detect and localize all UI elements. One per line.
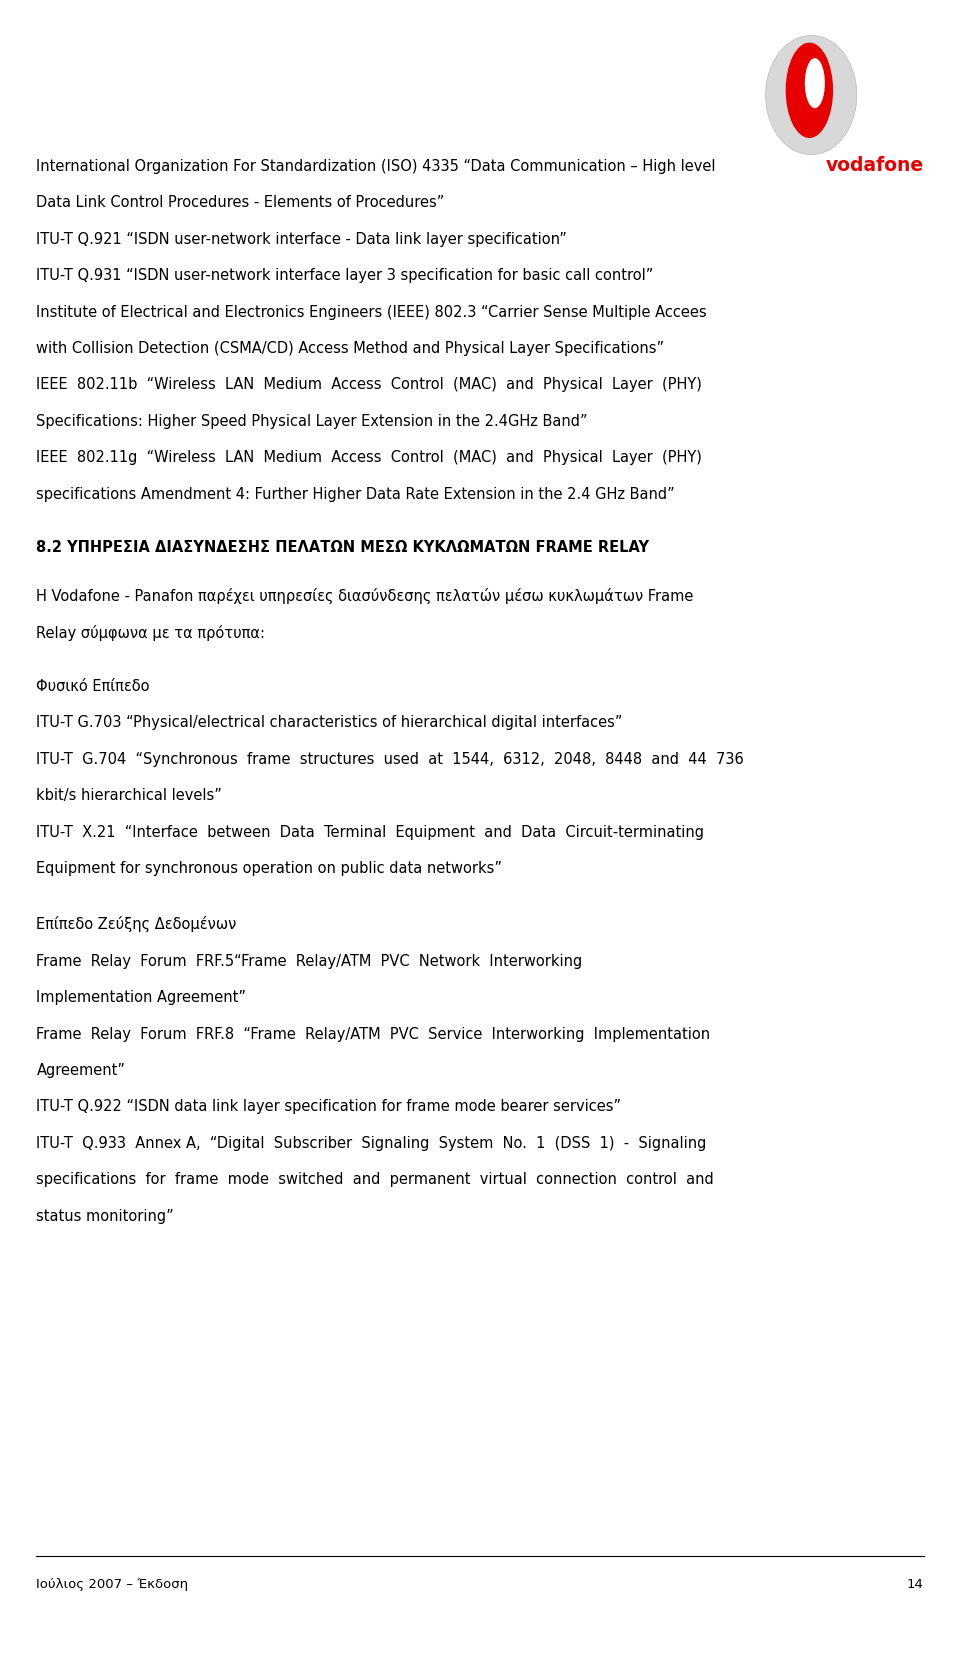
Text: Ιούλιος 2007 – Έκδοση: Ιούλιος 2007 – Έκδοση xyxy=(36,1577,188,1590)
Text: Specifications: Higher Speed Physical Layer Extension in the 2.4GHz Band”: Specifications: Higher Speed Physical La… xyxy=(36,414,588,429)
Text: IEEE  802.11b  “Wireless  LAN  Medium  Access  Control  (MAC)  and  Physical  La: IEEE 802.11b “Wireless LAN Medium Access… xyxy=(36,377,703,392)
Text: Implementation Agreement”: Implementation Agreement” xyxy=(36,990,247,1005)
Ellipse shape xyxy=(785,43,833,139)
Text: Equipment for synchronous operation on public data networks”: Equipment for synchronous operation on p… xyxy=(36,861,502,875)
Ellipse shape xyxy=(765,36,856,156)
Text: ITU-T  X.21  “Interface  between  Data  Terminal  Equipment  and  Data  Circuit-: ITU-T X.21 “Interface between Data Termi… xyxy=(36,824,705,839)
Text: vodafone: vodafone xyxy=(826,156,924,175)
Text: ITU-T  Q.933  Annex A,  “Digital  Subscriber  Signaling  System  No.  1  (DSS  1: ITU-T Q.933 Annex A, “Digital Subscriber… xyxy=(36,1135,707,1150)
Text: specifications  for  frame  mode  switched  and  permanent  virtual  connection : specifications for frame mode switched a… xyxy=(36,1172,714,1187)
Text: Frame  Relay  Forum  FRF.8  “Frame  Relay/ATM  PVC  Service  Interworking  Imple: Frame Relay Forum FRF.8 “Frame Relay/ATM… xyxy=(36,1026,710,1041)
Text: kbit/s hierarchical levels”: kbit/s hierarchical levels” xyxy=(36,788,223,803)
Text: ITU-T  G.704  “Synchronous  frame  structures  used  at  1544,  6312,  2048,  84: ITU-T G.704 “Synchronous frame structure… xyxy=(36,751,744,766)
Text: with Collision Detection (CSMA/CD) Access Method and Physical Layer Specificatio: with Collision Detection (CSMA/CD) Acces… xyxy=(36,341,664,356)
Text: ITU-T G.703 “Physical/electrical characteristics of hierarchical digital interfa: ITU-T G.703 “Physical/electrical charact… xyxy=(36,715,623,730)
Text: 14: 14 xyxy=(906,1577,924,1590)
Text: IEEE  802.11g  “Wireless  LAN  Medium  Access  Control  (MAC)  and  Physical  La: IEEE 802.11g “Wireless LAN Medium Access… xyxy=(36,450,703,465)
Text: H Vodafone - Panafon παρέχει υπηρεσίες διασύνδεσης πελατών μέσω κυκλωμάτων Frame: H Vodafone - Panafon παρέχει υπηρεσίες δ… xyxy=(36,588,694,604)
Text: Φυσικό Επίπεδο: Φυσικό Επίπεδο xyxy=(36,679,150,693)
Ellipse shape xyxy=(804,60,825,109)
Text: ITU-T Q.931 “ISDN user-network interface layer 3 specification for basic call co: ITU-T Q.931 “ISDN user-network interface… xyxy=(36,268,654,283)
Text: Relay σύμφωνα με τα πρότυπα:: Relay σύμφωνα με τα πρότυπα: xyxy=(36,624,266,640)
Text: Institute of Electrical and Electronics Engineers (IEEE) 802.3 “Carrier Sense Mu: Institute of Electrical and Electronics … xyxy=(36,305,708,319)
Text: 8.2 ΥΠΗΡΕΣΙΑ ΔΙΑΣΥΝΔΕΣΗΣ ΠΕΛΑΤΩΝ ΜΕΣΩ ΚΥΚΛΩΜΑΤΩΝ FRAME RELAY: 8.2 ΥΠΗΡΕΣΙΑ ΔΙΑΣΥΝΔΕΣΗΣ ΠΕΛΑΤΩΝ ΜΕΣΩ ΚΥ… xyxy=(36,540,650,554)
Text: ITU-T Q.921 “ISDN user-network interface - Data link layer specification”: ITU-T Q.921 “ISDN user-network interface… xyxy=(36,232,567,247)
Text: Frame  Relay  Forum  FRF.5“Frame  Relay/ATM  PVC  Network  Interworking: Frame Relay Forum FRF.5“Frame Relay/ATM … xyxy=(36,953,583,968)
Text: Agreement”: Agreement” xyxy=(36,1063,126,1077)
Text: ITU-T Q.922 “ISDN data link layer specification for frame mode bearer services”: ITU-T Q.922 “ISDN data link layer specif… xyxy=(36,1099,622,1114)
Text: International Organization For Standardization (ISO) 4335 “Data Communication – : International Organization For Standardi… xyxy=(36,159,716,174)
Text: status monitoring”: status monitoring” xyxy=(36,1208,174,1223)
Text: specifications Amendment 4: Further Higher Data Rate Extension in the 2.4 GHz Ba: specifications Amendment 4: Further High… xyxy=(36,487,675,501)
Text: Επίπεδο Ζεύξης Δεδομένων: Επίπεδο Ζεύξης Δεδομένων xyxy=(36,915,237,932)
Text: Data Link Control Procedures - Elements of Procedures”: Data Link Control Procedures - Elements … xyxy=(36,195,444,210)
